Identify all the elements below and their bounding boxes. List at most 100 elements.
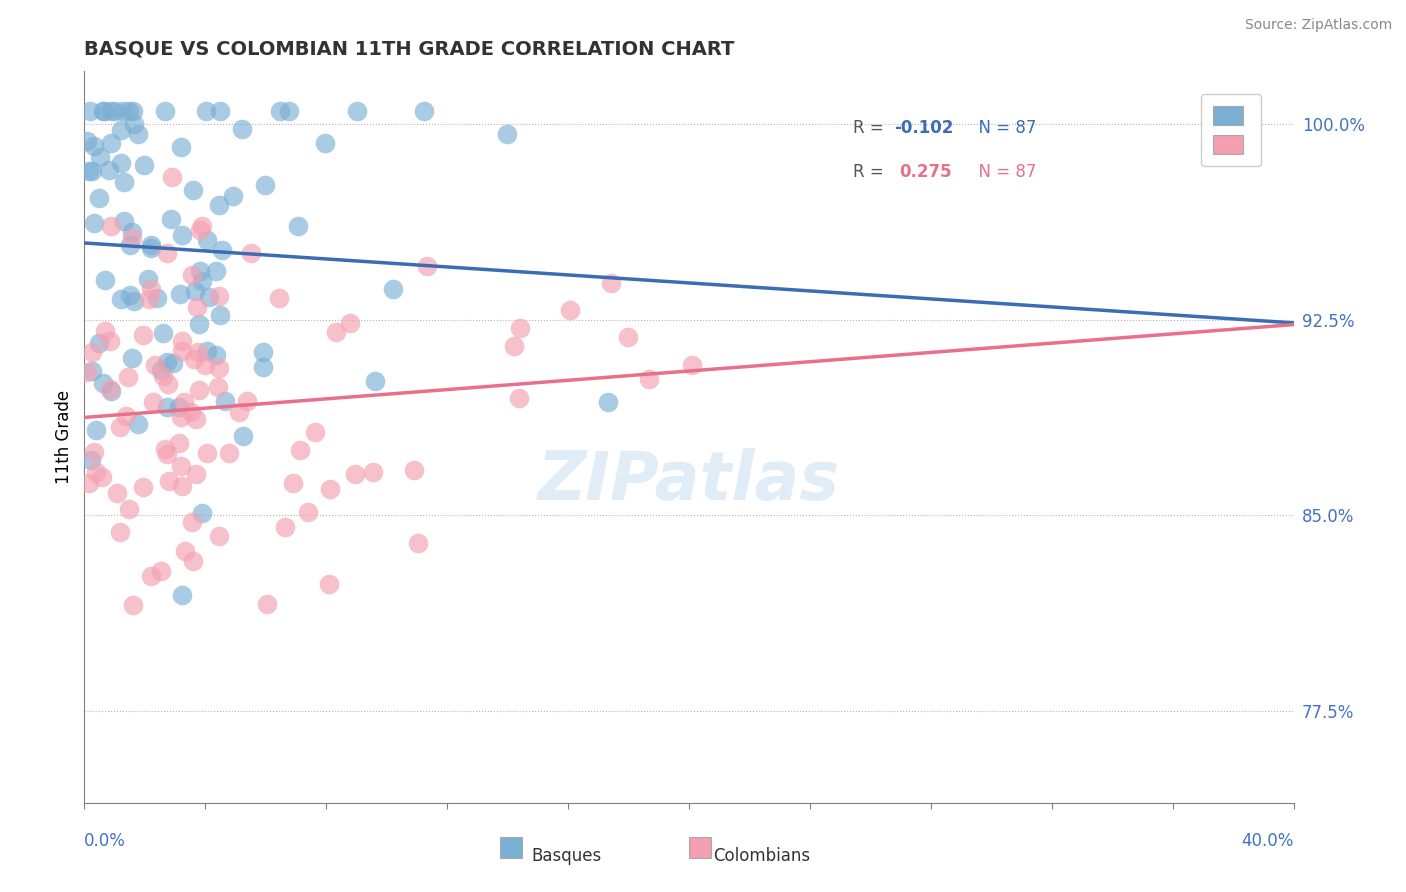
Point: [188, 317, 211, 331]
Point: [381, 282, 404, 296]
Point: [110, 524, 132, 539]
Point: [160, 169, 183, 184]
Point: [325, 325, 347, 339]
Point: [222, 189, 245, 203]
Text: ZIPatlas: ZIPatlas: [538, 448, 839, 514]
Point: [188, 223, 211, 237]
Point: [142, 394, 165, 409]
Point: [84, 465, 107, 479]
Point: [87, 191, 110, 205]
Point: [267, 291, 290, 305]
Point: [208, 198, 231, 212]
Point: [112, 214, 135, 228]
Point: [127, 127, 149, 141]
Point: [207, 379, 229, 393]
Point: [637, 372, 659, 386]
Text: -0.102: -0.102: [894, 119, 953, 136]
Point: [274, 520, 297, 534]
Point: [124, 117, 146, 131]
Point: [194, 359, 217, 373]
Point: [346, 103, 368, 118]
Point: [156, 246, 179, 260]
Text: BASQUE VS COLOMBIAN 11TH GRADE CORRELATION CHART: BASQUE VS COLOMBIAN 11TH GRADE CORRELATI…: [84, 39, 735, 59]
Point: [100, 103, 122, 118]
Point: [156, 355, 179, 369]
Point: [598, 395, 620, 409]
Point: [118, 501, 141, 516]
Point: [82, 345, 104, 359]
Point: [191, 219, 214, 234]
Text: 40.0%: 40.0%: [1241, 832, 1294, 850]
Point: [77, 164, 100, 178]
Point: [187, 383, 209, 397]
Point: [146, 291, 169, 305]
Text: 0.0%: 0.0%: [84, 832, 127, 850]
Point: [121, 225, 143, 239]
Point: [118, 288, 141, 302]
Point: [89, 336, 111, 351]
Point: [183, 284, 205, 298]
Point: [162, 356, 184, 370]
Point: [157, 376, 180, 391]
Point: [76, 365, 98, 379]
Point: [191, 274, 214, 288]
Point: [118, 103, 141, 118]
Point: [138, 293, 160, 307]
Point: [93, 103, 115, 118]
Point: [681, 359, 703, 373]
Text: R =: R =: [853, 119, 890, 136]
Point: [173, 395, 195, 409]
Point: [211, 243, 233, 257]
Point: [180, 404, 202, 418]
Point: [145, 358, 167, 372]
Point: [186, 300, 208, 314]
Point: [93, 324, 115, 338]
Point: [98, 382, 121, 396]
Point: [167, 400, 190, 414]
Point: [195, 343, 218, 358]
Point: [77, 475, 100, 490]
Point: [170, 458, 193, 473]
Point: [121, 351, 143, 365]
Point: [80, 364, 103, 378]
Text: N = 87: N = 87: [969, 162, 1036, 180]
Point: [287, 219, 309, 234]
Point: [111, 103, 134, 118]
Point: [117, 370, 139, 384]
Point: [174, 543, 197, 558]
Text: Basques: Basques: [531, 847, 602, 864]
Point: [149, 564, 172, 578]
Point: [153, 442, 176, 457]
Point: [195, 446, 218, 460]
Point: [98, 163, 121, 178]
Point: [415, 259, 437, 273]
Legend: , : ,: [1201, 95, 1261, 166]
Point: [207, 360, 229, 375]
Point: [181, 182, 204, 196]
Point: [231, 429, 253, 443]
Point: [204, 264, 226, 278]
Point: [197, 291, 219, 305]
Text: R =: R =: [853, 162, 894, 180]
Point: [218, 446, 240, 460]
Point: [239, 246, 262, 260]
Point: [152, 326, 174, 340]
Text: N = 87: N = 87: [969, 119, 1036, 136]
Point: [297, 505, 319, 519]
Point: [290, 442, 312, 457]
Point: [236, 394, 259, 409]
FancyBboxPatch shape: [689, 838, 710, 858]
Point: [205, 348, 228, 362]
Point: [170, 140, 193, 154]
Point: [84, 423, 107, 437]
Point: [186, 412, 208, 426]
Point: [120, 238, 142, 252]
Point: [83, 139, 105, 153]
Point: [183, 351, 205, 366]
Point: [412, 103, 434, 118]
Point: [169, 287, 191, 301]
Point: [132, 480, 155, 494]
Point: [190, 507, 212, 521]
Point: [94, 273, 117, 287]
Point: [304, 425, 326, 439]
